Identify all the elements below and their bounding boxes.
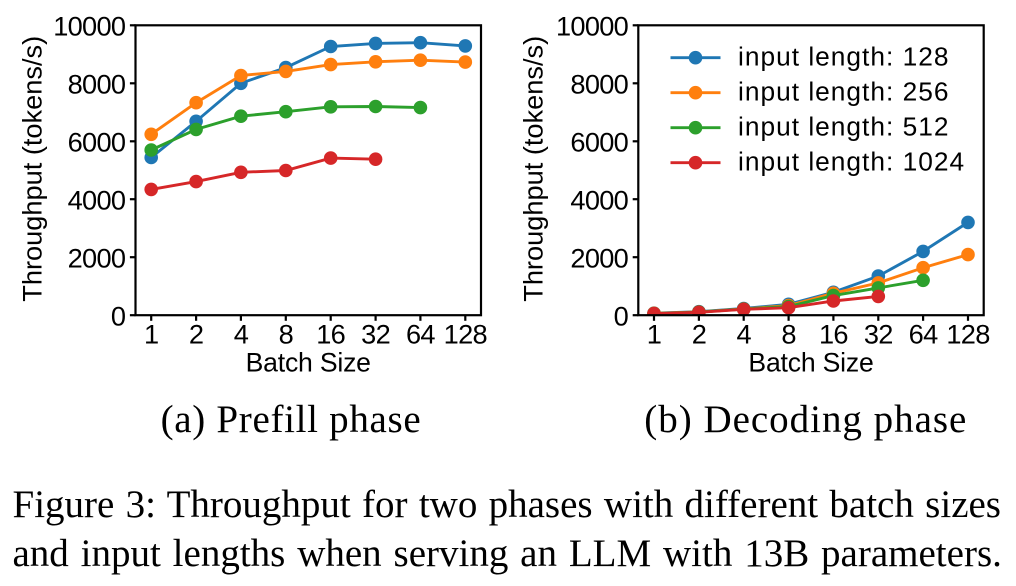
svg-text:32: 32 bbox=[864, 319, 893, 350]
svg-text:input length: 512: input length: 512 bbox=[738, 112, 949, 142]
svg-text:1: 1 bbox=[144, 319, 158, 350]
svg-text:8000: 8000 bbox=[68, 69, 126, 100]
svg-text:2000: 2000 bbox=[68, 243, 126, 274]
svg-text:64: 64 bbox=[406, 319, 435, 350]
svg-text:Throughput (tokens/s): Throughput (tokens/s) bbox=[518, 36, 549, 302]
svg-text:Batch Size: Batch Size bbox=[246, 347, 371, 377]
svg-text:64: 64 bbox=[909, 319, 938, 350]
svg-text:2: 2 bbox=[189, 319, 203, 350]
svg-text:10000: 10000 bbox=[556, 11, 629, 42]
svg-text:4: 4 bbox=[234, 319, 249, 350]
svg-text:8: 8 bbox=[279, 319, 293, 350]
svg-text:16: 16 bbox=[819, 319, 848, 350]
svg-text:4: 4 bbox=[736, 319, 751, 350]
svg-text:6000: 6000 bbox=[68, 127, 126, 158]
svg-text:4000: 4000 bbox=[570, 185, 628, 216]
svg-text:10000: 10000 bbox=[53, 11, 126, 42]
svg-text:Batch Size: Batch Size bbox=[748, 347, 873, 377]
svg-text:128: 128 bbox=[444, 319, 487, 350]
svg-text:1: 1 bbox=[647, 319, 661, 350]
svg-text:4000: 4000 bbox=[68, 185, 126, 216]
svg-text:2000: 2000 bbox=[570, 243, 628, 274]
svg-text:Throughput (tokens/s): Throughput (tokens/s) bbox=[17, 36, 48, 302]
svg-text:2: 2 bbox=[692, 319, 706, 350]
svg-text:0: 0 bbox=[614, 301, 629, 332]
svg-text:input length: 256: input length: 256 bbox=[738, 77, 949, 107]
svg-text:input length: 128: input length: 128 bbox=[738, 42, 949, 72]
svg-text:128: 128 bbox=[946, 319, 989, 350]
svg-text:8000: 8000 bbox=[570, 69, 628, 100]
svg-text:6000: 6000 bbox=[570, 127, 628, 158]
svg-text:16: 16 bbox=[316, 319, 345, 350]
svg-text:0: 0 bbox=[111, 301, 126, 332]
svg-text:8: 8 bbox=[781, 319, 795, 350]
svg-text:input length: 1024: input length: 1024 bbox=[738, 147, 965, 177]
svg-text:32: 32 bbox=[361, 319, 390, 350]
